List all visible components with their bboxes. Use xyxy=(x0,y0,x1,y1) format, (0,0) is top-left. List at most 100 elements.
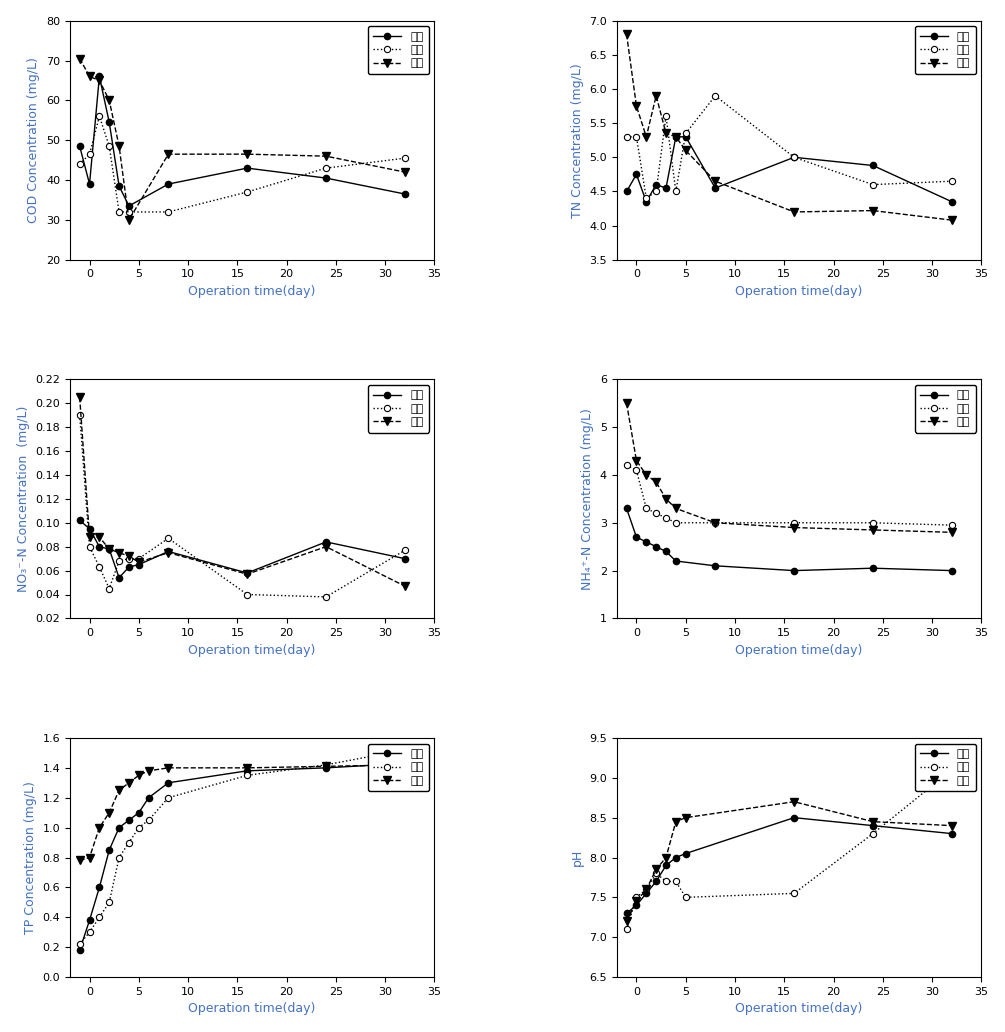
버들 xyxy=(867,179,879,191)
버들 xyxy=(143,814,155,827)
과림 xyxy=(650,864,662,876)
버들 xyxy=(241,186,253,198)
매화 xyxy=(630,168,642,181)
과림 xyxy=(867,524,879,537)
매화 xyxy=(113,821,125,834)
매화 xyxy=(679,131,691,143)
과림 xyxy=(660,127,672,139)
매화 xyxy=(133,806,145,818)
버들 xyxy=(133,552,145,565)
Line: 과림: 과림 xyxy=(75,393,409,590)
과림 xyxy=(788,796,800,808)
과림 xyxy=(320,761,332,773)
과림 xyxy=(946,214,958,226)
과림 xyxy=(399,759,411,771)
과림 xyxy=(123,214,135,226)
X-axis label: Operation time(day): Operation time(day) xyxy=(736,644,862,656)
매화 xyxy=(710,182,722,194)
매화 xyxy=(320,762,332,774)
Y-axis label: NH₄⁺-N Concentration (mg/L): NH₄⁺-N Concentration (mg/L) xyxy=(581,408,594,590)
과림 xyxy=(620,28,632,40)
Y-axis label: NO₃⁻-N Concentration  (mg/L): NO₃⁻-N Concentration (mg/L) xyxy=(17,406,30,592)
매화 xyxy=(660,860,672,872)
과림 xyxy=(241,148,253,160)
과림 xyxy=(640,469,652,481)
버들 xyxy=(113,851,125,864)
버들 xyxy=(83,926,95,938)
과림 xyxy=(241,568,253,580)
과림 xyxy=(163,148,175,160)
과림 xyxy=(630,454,642,466)
Line: 과림: 과림 xyxy=(623,798,956,925)
버들 xyxy=(650,867,662,879)
매화 xyxy=(163,545,175,557)
매화 xyxy=(399,757,411,770)
버들 xyxy=(710,90,722,102)
과림 xyxy=(320,541,332,553)
Line: 매화: 매화 xyxy=(623,134,955,204)
버들 xyxy=(660,875,672,888)
버들 xyxy=(93,560,106,573)
X-axis label: Operation time(day): Operation time(day) xyxy=(188,644,316,656)
과림 xyxy=(399,166,411,179)
X-axis label: Operation time(day): Operation time(day) xyxy=(188,285,316,298)
매화 xyxy=(104,543,116,555)
Line: 버들: 버들 xyxy=(76,114,408,215)
Legend: 매화, 버들, 과림: 매화, 버들, 과림 xyxy=(368,26,429,74)
매화 xyxy=(123,560,135,573)
매화 xyxy=(650,875,662,888)
과림 xyxy=(133,769,145,781)
매화 xyxy=(113,572,125,584)
버들 xyxy=(399,544,411,556)
매화 xyxy=(679,847,691,860)
버들 xyxy=(620,459,632,472)
매화 xyxy=(946,195,958,207)
과림 xyxy=(630,100,642,112)
버들 xyxy=(630,464,642,477)
과림 xyxy=(113,784,125,797)
과림 xyxy=(660,851,672,864)
과림 xyxy=(83,851,95,864)
버들 xyxy=(123,552,135,565)
과림 xyxy=(620,915,632,928)
과림 xyxy=(93,530,106,543)
매화 xyxy=(640,888,652,900)
과림 xyxy=(669,131,681,143)
매화 xyxy=(163,178,175,190)
버들 xyxy=(320,759,332,771)
Line: 매화: 매화 xyxy=(76,517,408,581)
매화 xyxy=(630,899,642,911)
버들 xyxy=(650,507,662,519)
Line: 매화: 매화 xyxy=(76,73,408,209)
매화 xyxy=(163,777,175,789)
버들 xyxy=(123,836,135,848)
과림 xyxy=(73,391,85,404)
과림 xyxy=(669,503,681,515)
Legend: 매화, 버들, 과림: 매화, 버들, 과림 xyxy=(368,743,429,792)
매화 xyxy=(788,565,800,577)
매화 xyxy=(73,514,85,526)
매화 xyxy=(650,179,662,191)
버들 xyxy=(620,923,632,935)
버들 xyxy=(946,519,958,531)
버들 xyxy=(679,892,691,904)
버들 xyxy=(660,110,672,123)
과림 xyxy=(660,492,672,505)
과림 xyxy=(679,144,691,157)
과림 xyxy=(669,815,681,828)
매화 xyxy=(133,558,145,571)
버들 xyxy=(104,140,116,153)
Line: 매화: 매화 xyxy=(76,761,408,954)
버들 xyxy=(113,205,125,218)
매화 xyxy=(320,536,332,548)
과림 xyxy=(399,580,411,592)
매화 xyxy=(669,851,681,864)
매화 xyxy=(104,844,116,857)
과림 xyxy=(710,175,722,188)
매화 xyxy=(867,819,879,832)
매화 xyxy=(650,541,662,553)
매화 xyxy=(93,541,106,553)
매화 xyxy=(630,530,642,543)
버들 xyxy=(946,175,958,188)
과림 xyxy=(83,70,95,83)
